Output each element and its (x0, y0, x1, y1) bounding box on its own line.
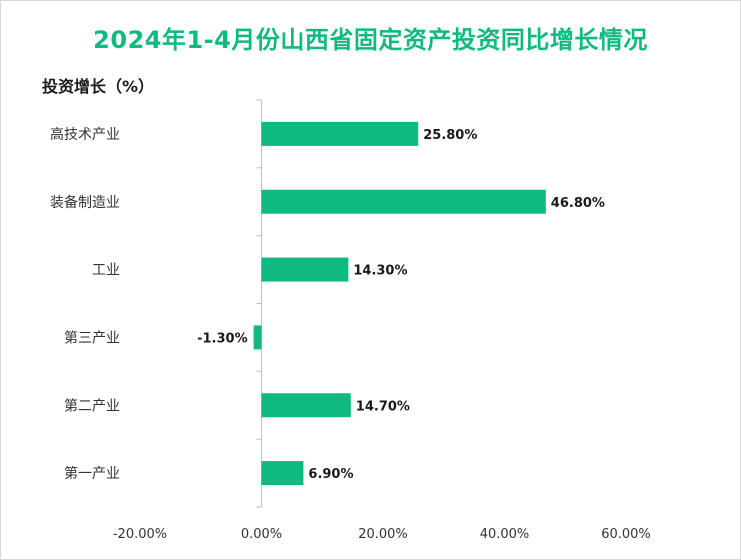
data-label: 14.30% (353, 264, 407, 279)
category-label: 第一产业 (64, 465, 120, 482)
category-label: 高技术产业 (50, 126, 120, 143)
bar-4 (253, 325, 262, 350)
category-label: 装备制造业 (50, 194, 120, 211)
x-tick-label: 20.00% (358, 527, 408, 542)
category-label: 工业 (92, 263, 120, 279)
y-axis-label: 投资增长（%） (42, 77, 155, 96)
x-tick-label: -20.00% (113, 527, 167, 542)
category-label: 第二产业 (64, 397, 120, 414)
data-label: 46.80% (551, 196, 605, 211)
bar-5 (261, 393, 351, 418)
x-tick-label: 0.00% (241, 527, 282, 542)
data-label: 14.70% (356, 399, 410, 414)
x-tick-label: 60.00% (601, 527, 651, 542)
bar-1 (261, 121, 419, 146)
bar-2 (261, 189, 546, 214)
chart-title: 2024年1-4月份山西省固定资产投资同比增长情况 (93, 26, 648, 54)
x-tick-label: 40.00% (480, 527, 530, 542)
category-label: 第三产业 (64, 329, 120, 346)
bar-3 (261, 257, 349, 282)
data-label: 6.90% (308, 467, 353, 482)
data-label: 25.80% (423, 128, 477, 143)
data-label: -1.30% (197, 331, 248, 346)
bar-6 (261, 461, 304, 486)
